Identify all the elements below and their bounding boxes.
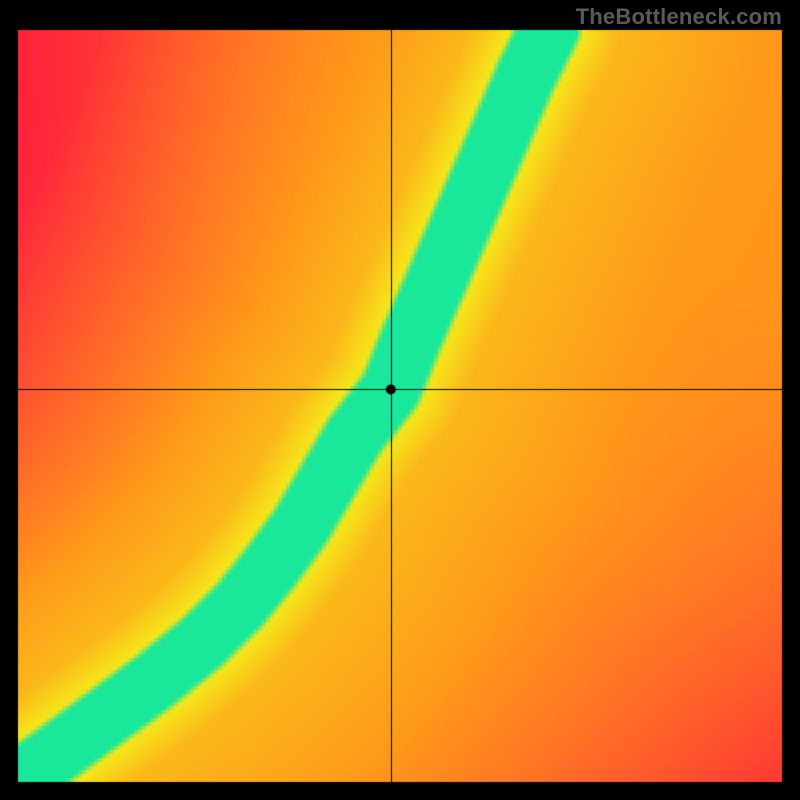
- chart-container: TheBottleneck.com: [0, 0, 800, 800]
- watermark-text: TheBottleneck.com: [576, 4, 782, 30]
- heatmap-canvas: [0, 0, 800, 800]
